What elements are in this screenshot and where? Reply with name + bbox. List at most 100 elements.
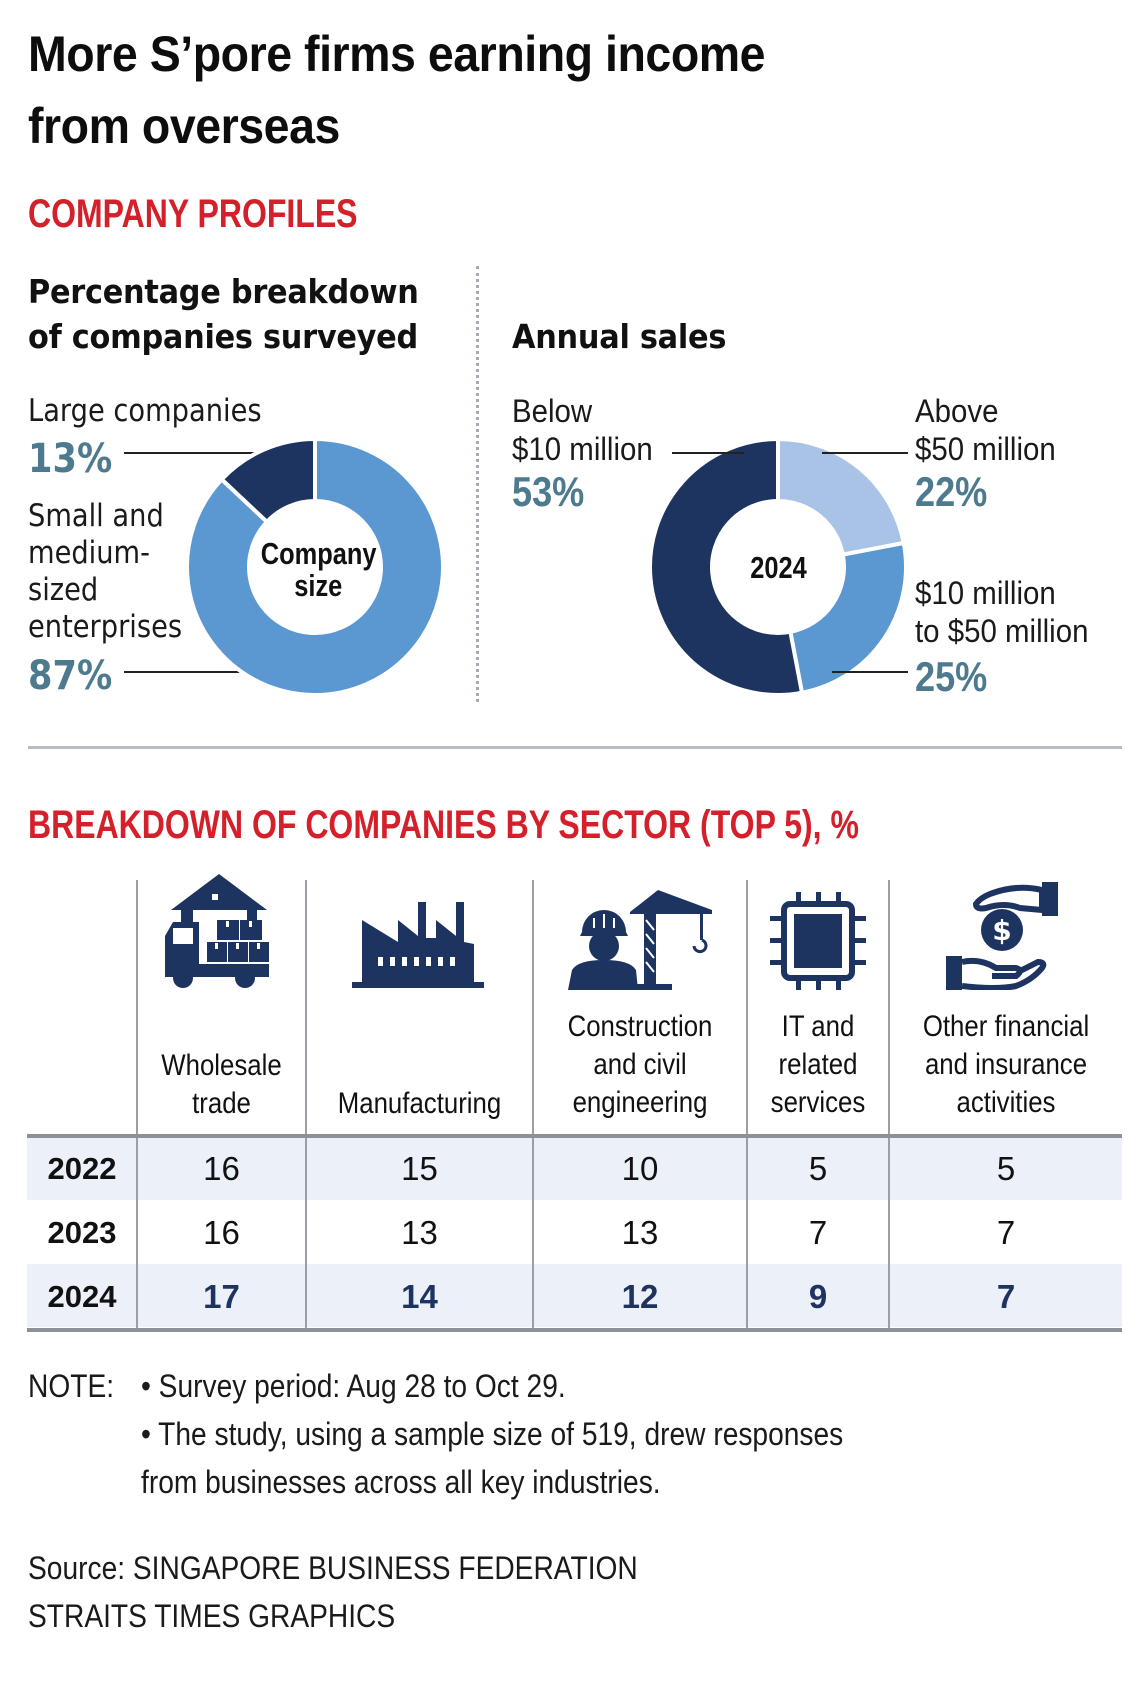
sme-leader-line xyxy=(124,671,296,673)
table-cell: 17 xyxy=(203,1278,240,1315)
table-cell: 5 xyxy=(996,1150,1016,1187)
source-line-1: Source: SINGAPORE BUSINESS FEDERATION xyxy=(28,1550,638,1586)
table-cell: 12 xyxy=(621,1278,659,1315)
above-50m-label-line-2: $50 million xyxy=(915,431,1056,467)
below-10m-pct-text: 53% xyxy=(512,468,585,515)
column-header-it-services: IT and related services xyxy=(748,1008,888,1122)
row-year: 2023 xyxy=(47,1215,117,1250)
large-companies-label: Large companies xyxy=(28,393,293,430)
above-50m-label-line-1: Above xyxy=(915,393,999,429)
sme-pct: 87% xyxy=(28,654,124,698)
table-cell: 16 xyxy=(203,1150,240,1187)
title-line-2: from overseas xyxy=(28,98,340,154)
note-bullet-2-line-1: • The study, using a sample size of 519,… xyxy=(141,1416,844,1452)
annual-sales-slice-below-10m xyxy=(648,436,805,697)
construction-worker-crane-icon xyxy=(568,890,712,990)
table-row-bg-2024 xyxy=(27,1264,1122,1327)
table-cell: 14 xyxy=(401,1278,438,1315)
annual-sales-center-label: 2024 xyxy=(718,552,838,584)
below-10m-label-line-2: $10 million xyxy=(512,431,653,467)
large-companies-pct-text: 13% xyxy=(28,436,113,482)
column-header-line: services xyxy=(770,1086,866,1119)
annual-sales-heading: Annual sales xyxy=(512,314,745,359)
below-10m-label: Below $10 million xyxy=(512,392,665,468)
column-divider xyxy=(888,880,890,1332)
large-companies-pct: 13% xyxy=(28,437,124,481)
annual-sales-slice-above-50m xyxy=(776,436,907,557)
company-size-heading: Percentage breakdown of companies survey… xyxy=(28,269,453,359)
column-header-financial-insurance: Other financial and insurance activities xyxy=(890,1008,1122,1122)
below-10m-leader-line xyxy=(672,452,744,454)
mid-sales-label-line-2: to $50 million xyxy=(915,613,1089,649)
table-cell: 13 xyxy=(401,1214,438,1251)
sector-breakdown-heading: BREAKDOWN OF COMPANIES BY SECTOR (TOP 5)… xyxy=(28,805,1067,845)
company-profiles-heading: COMPANY PROFILES xyxy=(28,194,440,234)
large-companies-leader-line xyxy=(124,452,284,454)
company-size-donut-chart xyxy=(185,436,908,697)
sme-label-line-3: sized xyxy=(28,572,99,608)
hands-dollar-coin-icon: $ xyxy=(946,882,1058,990)
above-50m-label: Above $50 million xyxy=(915,392,1068,468)
table-cell: 9 xyxy=(808,1278,828,1315)
table-cell: 16 xyxy=(203,1214,240,1251)
column-header-manufacturing: Manufacturing xyxy=(307,1085,532,1123)
column-header-line: and insurance xyxy=(924,1048,1088,1081)
annual-sales-center-text: 2024 xyxy=(749,550,807,585)
source-line-2: STRAITS TIMES GRAPHICS xyxy=(28,1598,396,1634)
table-cell: 7 xyxy=(996,1214,1016,1251)
mid-sales-label: $10 million to $50 million xyxy=(915,574,1104,650)
column-header-line: Other financial xyxy=(922,1010,1090,1043)
mid-sales-label-line-1: $10 million xyxy=(915,575,1056,611)
column-divider xyxy=(136,880,138,1332)
row-year: 2022 xyxy=(47,1151,117,1186)
table-header-rule xyxy=(27,1134,1122,1138)
note-label-text: NOTE: xyxy=(28,1368,115,1404)
column-header-line: activities xyxy=(956,1086,1056,1119)
column-header-line: engineering xyxy=(572,1086,708,1119)
annual-sales-slice-10m-to-50m xyxy=(788,540,908,696)
table-bottom-rule xyxy=(27,1328,1122,1332)
section-separator xyxy=(28,746,1122,749)
table-cell: 7 xyxy=(996,1278,1016,1315)
mid-sales-pct: 25% xyxy=(915,654,999,700)
annual-sales-heading-text: Annual sales xyxy=(512,317,727,356)
column-header-line: and civil xyxy=(593,1048,687,1081)
above-50m-pct: 22% xyxy=(915,469,999,515)
table-cell: 7 xyxy=(808,1214,828,1251)
truck-warehouse-icon xyxy=(165,874,269,988)
title-line-1: More S’pore firms earning income xyxy=(28,26,766,82)
center-label-line-1: Company xyxy=(260,536,377,571)
sme-label-line-1: Small and xyxy=(28,498,164,534)
column-header-line: trade xyxy=(192,1087,251,1120)
column-header-line: IT and xyxy=(781,1010,855,1043)
page-title: More S’pore firms earning income from ov… xyxy=(28,18,821,162)
company-profiles-heading-text: COMPANY PROFILES xyxy=(28,192,358,236)
note-label: NOTE: xyxy=(28,1362,126,1410)
sme-label-line-4: enterprises xyxy=(28,609,183,645)
company-size-slice-sme xyxy=(185,436,445,697)
note-bullet-2-line-2: from businesses across all key industrie… xyxy=(141,1464,661,1500)
column-header-line: Wholesale xyxy=(161,1049,282,1082)
table-cell: 5 xyxy=(808,1150,828,1187)
note-bullet-2: • The study, using a sample size of 519,… xyxy=(141,1410,939,1506)
below-10m-pct: 53% xyxy=(512,469,596,515)
mid-sales-pct-text: 25% xyxy=(915,653,988,700)
column-header-line: Construction xyxy=(567,1010,713,1043)
sme-label: Small and medium- sized enterprises xyxy=(28,498,203,646)
mid-sales-leader-line xyxy=(832,671,908,673)
column-header-line: Manufacturing xyxy=(337,1087,502,1120)
above-50m-leader-line xyxy=(822,452,908,454)
large-companies-label-text: Large companies xyxy=(28,393,262,429)
note-bullet-1: • Survey period: Aug 28 to Oct 29. xyxy=(141,1362,624,1410)
column-divider xyxy=(746,880,748,1332)
column-divider xyxy=(305,880,307,1332)
company-size-heading-line-1: Percentage breakdown xyxy=(28,272,419,311)
table-cell: 10 xyxy=(621,1150,659,1187)
column-header-line: related xyxy=(778,1048,858,1081)
column-divider xyxy=(532,880,534,1332)
sme-label-line-2: medium- xyxy=(28,535,150,571)
company-size-center-label: Company size xyxy=(248,538,388,602)
panel-divider xyxy=(476,266,479,702)
column-header-construction: Construction and civil engineering xyxy=(534,1008,746,1122)
source-credit: Source: SINGAPORE BUSINESS FEDERATION ST… xyxy=(28,1544,721,1640)
